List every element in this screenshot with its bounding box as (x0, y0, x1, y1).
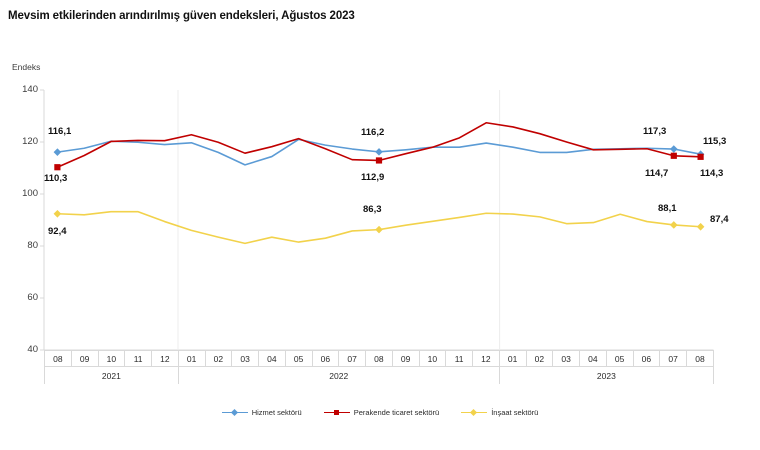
page-title: Mevsim etkilerinden arındırılmış güven e… (8, 10, 355, 22)
series-marker (697, 153, 704, 160)
x-axis-month-cell: 04 (258, 350, 286, 367)
chart-legend: Hizmet sektörü Perakende ticaret sektörü İ… (0, 408, 760, 417)
y-axis-tick-120: 120 (22, 136, 38, 147)
legend-label: Perakende ticaret sektörü (353, 408, 440, 417)
x-axis-month-cell: 03 (231, 350, 259, 367)
legend-label: İnşaat sektörü (491, 408, 539, 417)
x-axis-month-cell: 05 (284, 350, 313, 367)
data-label: 88,1 (658, 203, 677, 214)
data-label: 115,3 (703, 136, 727, 147)
series-marker (54, 164, 61, 171)
data-label: 92,4 (48, 226, 67, 237)
data-label: 86,3 (363, 204, 382, 215)
x-axis-month-cell: 11 (445, 350, 473, 367)
data-label: 110,3 (44, 173, 68, 184)
x-axis-month-cell: 03 (552, 350, 580, 367)
x-axis-month-cell: 10 (97, 350, 126, 367)
legend-item[interactable]: Hizmet sektörü (221, 408, 302, 417)
x-axis-month-cell: 08 (686, 350, 714, 367)
series-marker (669, 221, 678, 229)
x-axis-month-cell: 04 (579, 350, 607, 367)
x-axis-year-row: 2021 2022 2023 (44, 366, 715, 384)
x-axis-month-cell: 05 (605, 350, 634, 367)
y-axis-tick-60: 60 (27, 292, 38, 303)
x-axis-month-cell: 10 (418, 350, 447, 367)
series-marker (670, 152, 677, 159)
y-axis-unit-label: Endeks (12, 62, 41, 72)
data-label: 116,2 (361, 127, 385, 138)
y-axis-tick-80: 80 (27, 240, 38, 251)
data-label: 117,3 (643, 126, 667, 137)
x-axis-year-cell: 2023 (498, 366, 715, 384)
data-label: 112,9 (361, 172, 385, 183)
x-axis-month-cell: 06 (632, 350, 661, 367)
x-axis-month-cell: 01 (498, 350, 527, 367)
x-axis-year-cell: 2021 (44, 366, 179, 384)
legend-item[interactable]: Perakende ticaret sektörü (323, 408, 440, 417)
series-marker (53, 148, 62, 156)
series-marker (669, 145, 678, 153)
x-axis-year-cell: 2022 (177, 366, 500, 384)
data-label: 114,3 (700, 168, 724, 179)
series-marker (375, 157, 383, 164)
x-axis-table: 08 09 10 11 12 01 02 03 04 05 06 07 08 09 10 11 12 01 02 03… (44, 350, 715, 384)
x-axis-month-cell: 08 (365, 350, 393, 367)
y-axis-tick-40: 40 (27, 344, 38, 355)
data-label: 87,4 (710, 214, 729, 225)
y-axis-tick-100: 100 (22, 188, 38, 199)
series-marker (53, 209, 62, 218)
x-axis-month-cell: 12 (151, 350, 179, 367)
data-label: 116,1 (48, 126, 72, 137)
x-axis-month-cell: 02 (204, 350, 233, 367)
legend-swatch-icon (221, 408, 248, 417)
x-axis-month-cell: 09 (391, 350, 420, 367)
x-axis-month-cell: 01 (177, 350, 206, 367)
y-axis-tick-140: 140 (22, 84, 38, 95)
legend-item[interactable]: İnşaat sektörü (461, 408, 538, 417)
x-axis-month-cell: 09 (70, 350, 99, 367)
series-marker (375, 225, 383, 234)
x-axis-month-cell: 12 (472, 350, 500, 367)
x-axis-month-cell: 07 (659, 350, 687, 367)
x-axis-month-row: 08 09 10 11 12 01 02 03 04 05 06 07 08 09 10 11 12 01 02 03… (44, 350, 714, 367)
legend-label: Hizmet sektörü (251, 408, 302, 417)
x-axis-month-cell: 06 (311, 350, 340, 367)
data-label: 114,7 (645, 168, 669, 179)
legend-swatch-icon (323, 408, 350, 417)
x-axis-month-cell: 11 (124, 350, 152, 367)
legend-swatch-icon (461, 408, 488, 417)
series-marker (696, 222, 705, 231)
x-axis-month-cell: 08 (44, 350, 72, 367)
x-axis-month-cell: 07 (338, 350, 366, 367)
x-axis-month-cell: 02 (525, 350, 554, 367)
series-marker (375, 148, 383, 156)
